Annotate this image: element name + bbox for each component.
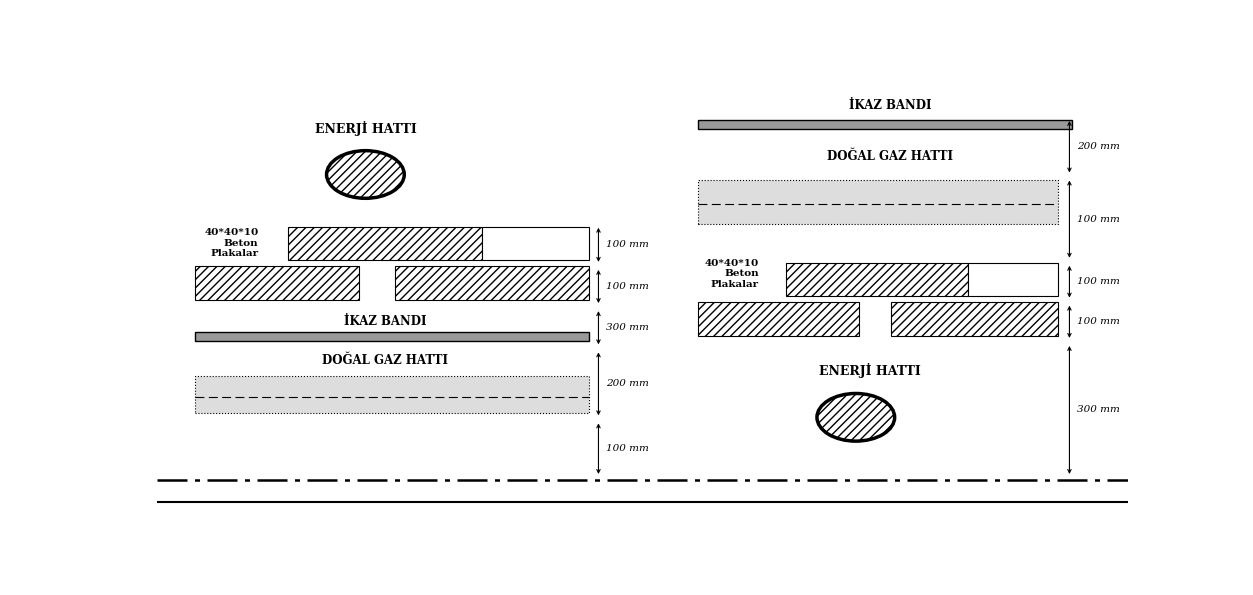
Text: İKAZ BANDI: İKAZ BANDI: [343, 315, 426, 328]
Text: 200 mm: 200 mm: [1078, 142, 1120, 151]
Bar: [482, 227, 589, 260]
Bar: [395, 266, 589, 300]
Text: 100 mm: 100 mm: [606, 282, 649, 291]
Text: DOĞAL GAZ HATTI: DOĞAL GAZ HATTI: [827, 150, 952, 162]
Bar: [969, 263, 1058, 296]
Bar: [195, 331, 589, 341]
Text: 200 mm: 200 mm: [606, 380, 649, 389]
Text: 300 mm: 300 mm: [606, 323, 649, 332]
Bar: [698, 180, 1058, 224]
Bar: [786, 263, 969, 296]
Bar: [195, 376, 589, 413]
Bar: [288, 227, 482, 260]
Text: İKAZ BANDI: İKAZ BANDI: [848, 99, 931, 112]
Text: 40*40*10
Beton
Plakalar: 40*40*10 Beton Plakalar: [704, 259, 759, 289]
Bar: [891, 302, 1058, 336]
Text: 100 mm: 100 mm: [1078, 215, 1120, 224]
Text: 100 mm: 100 mm: [606, 444, 649, 453]
Bar: [698, 120, 1073, 129]
Text: 300 mm: 300 mm: [1078, 405, 1120, 415]
Ellipse shape: [817, 393, 895, 441]
Bar: [698, 302, 858, 336]
Text: ENERJİ HATTI: ENERJİ HATTI: [315, 121, 416, 136]
Text: 40*40*10
Beton
Plakalar: 40*40*10 Beton Plakalar: [204, 228, 258, 258]
Ellipse shape: [327, 151, 405, 198]
Text: 100 mm: 100 mm: [606, 240, 649, 249]
Text: DOĞAL GAZ HATTI: DOĞAL GAZ HATTI: [322, 355, 447, 368]
Text: ENERJİ HATTI: ENERJİ HATTI: [819, 362, 921, 378]
Bar: [195, 266, 358, 300]
Text: 100 mm: 100 mm: [1078, 317, 1120, 326]
Text: 100 mm: 100 mm: [1078, 277, 1120, 286]
